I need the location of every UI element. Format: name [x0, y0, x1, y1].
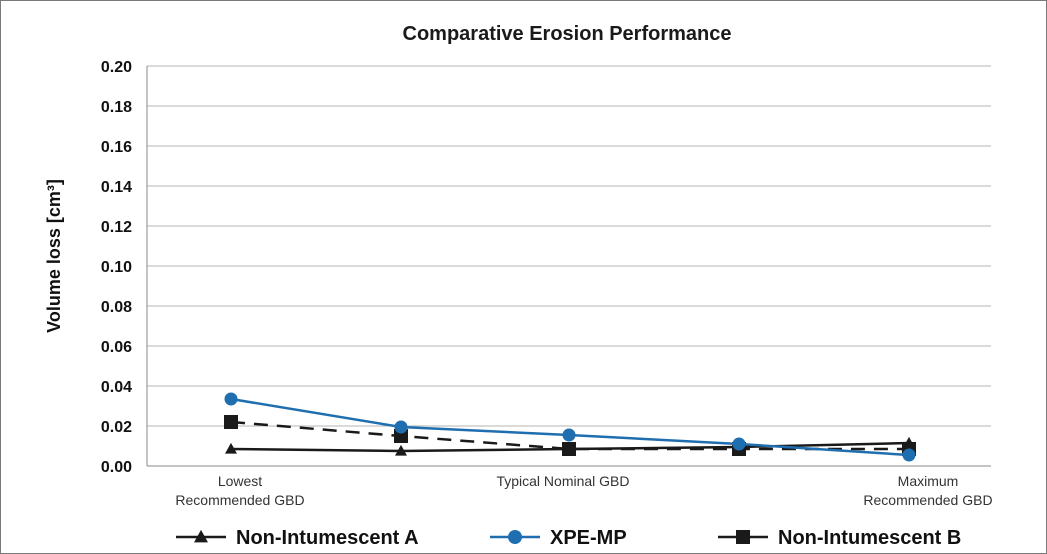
y-tick-label: 0.04: [101, 379, 132, 396]
y-tick-label: 0.20: [101, 59, 132, 76]
legend-label: Non-Intumescent A: [236, 527, 419, 549]
x-tick-label-line: Recommended GBD: [175, 492, 304, 508]
data-point: [732, 437, 746, 451]
y-tick-label: 0.18: [101, 99, 132, 116]
data-point: [225, 442, 237, 454]
legend-item: Non-Intumescent A: [176, 527, 419, 549]
legend-marker: [194, 529, 208, 543]
x-tick-label-line: Typical Nominal GBD: [496, 473, 629, 489]
data-point: [563, 442, 575, 454]
y-tick-label: 0.16: [101, 139, 132, 156]
x-tick-label: Typical Nominal GBD: [496, 473, 629, 489]
series-line: [230, 420, 909, 451]
y-tick-label: 0.08: [101, 299, 132, 316]
legend: Non-Intumescent A XPE-MP Non-Intumescent B: [176, 527, 961, 549]
gridlines: [146, 65, 991, 467]
series-xpe-mp: [224, 392, 916, 462]
legend-item: XPE-MP: [490, 527, 627, 549]
y-axis-label: Volume loss [cm³]: [44, 179, 64, 333]
legend-marker: [508, 530, 522, 544]
data-point: [902, 448, 916, 462]
data-point: [395, 444, 407, 456]
y-tick-label: 0.00: [101, 459, 132, 476]
data-point: [903, 436, 915, 448]
x-tick-label-line: Recommended GBD: [863, 492, 992, 508]
chart-title: Comparative Erosion Performance: [403, 23, 732, 45]
legend-label: XPE-MP: [550, 527, 627, 549]
data-point: [394, 420, 408, 434]
x-tick-label-line: Maximum: [898, 473, 959, 489]
y-tick-label: 0.02: [101, 419, 132, 436]
y-tick-label: 0.06: [101, 339, 132, 356]
data-point: [224, 415, 238, 429]
legend-label: Non-Intumescent B: [778, 527, 961, 549]
y-axis-ticks: 0.00 0.02 0.04 0.06 0.08 0.10 0.12 0.14 0.16 0.18…: [101, 59, 132, 476]
data-point: [562, 428, 576, 442]
data-point: [224, 392, 238, 406]
data-point: [394, 429, 408, 443]
series-group: [224, 392, 916, 462]
y-tick-label: 0.12: [101, 219, 132, 236]
y-tick-label: 0.14: [101, 179, 132, 196]
x-tick-label: Maximum Recommended GBD: [863, 473, 992, 508]
x-tick-label-line: Lowest: [218, 473, 262, 489]
legend-marker: [736, 530, 750, 544]
y-tick-label: 0.10: [101, 259, 132, 276]
x-axis-ticks: Lowest Recommended GBD Typical Nominal GBD…: [175, 473, 992, 508]
legend-item: Non-Intumescent B: [718, 527, 961, 549]
x-tick-label: Lowest Recommended GBD: [175, 473, 304, 508]
